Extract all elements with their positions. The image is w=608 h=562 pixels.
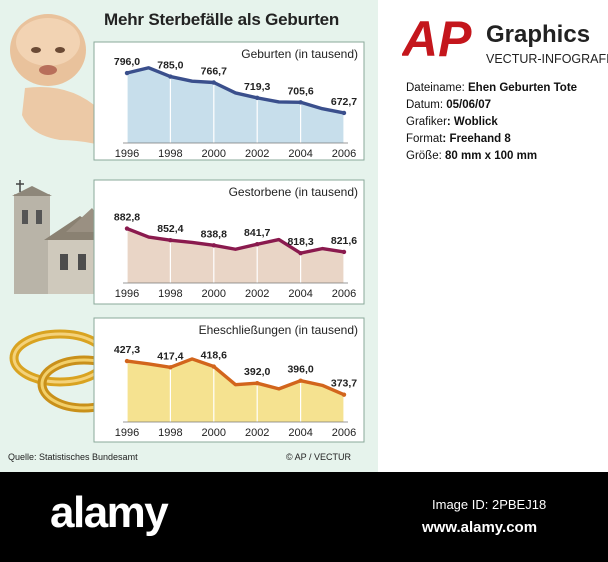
data-label: 852,4 bbox=[157, 223, 183, 235]
ap-graphics-logo: AP Graphics VECTUR-INFOGRAFIK bbox=[402, 12, 608, 67]
meta-label: Datum: bbox=[406, 99, 447, 111]
data-label: 766,7 bbox=[201, 66, 227, 78]
x-tick-label: 2006 bbox=[332, 288, 356, 300]
series-area bbox=[127, 358, 344, 422]
series-line bbox=[125, 66, 346, 115]
vectur-subtitle: VECTUR-INFOGRAFIK bbox=[486, 52, 608, 66]
data-label: 427,3 bbox=[114, 344, 140, 356]
meta-label: Dateiname: bbox=[406, 82, 469, 94]
data-label: 882,8 bbox=[114, 212, 140, 224]
series-line bbox=[125, 357, 346, 397]
image-id-label: Image ID: 2PBEJ18 bbox=[432, 497, 547, 512]
panel-title: Eheschließungen (in tausend) bbox=[199, 323, 358, 337]
data-point bbox=[124, 358, 130, 364]
meta-value: Ehen Geburten Tote bbox=[468, 82, 578, 94]
chart-panel: 882,8 852,4 838,8 841,7 818,3 821,6 1996 1998 20… bbox=[93, 179, 365, 305]
source-note: Quelle: Statistisches Bundesamt bbox=[8, 452, 138, 462]
data-label: 796,0 bbox=[114, 56, 140, 68]
data-label: 705,6 bbox=[287, 85, 313, 97]
data-point bbox=[211, 80, 216, 85]
x-tick-label: 1996 bbox=[115, 288, 139, 300]
meta-label: Format bbox=[406, 133, 443, 145]
data-point bbox=[298, 100, 303, 105]
panel-title-name: Gestorbene bbox=[229, 185, 292, 199]
x-tick-label: 1996 bbox=[115, 427, 139, 439]
data-point bbox=[255, 380, 260, 386]
data-point bbox=[255, 242, 260, 247]
panel-title-name: Eheschließungen bbox=[199, 323, 292, 337]
meta-row-designer: Grafiker: Woblick bbox=[406, 114, 577, 131]
data-label: 785,0 bbox=[157, 60, 183, 72]
data-point bbox=[298, 250, 303, 256]
data-label: 373,7 bbox=[331, 378, 357, 390]
meta-value: : Woblick bbox=[446, 116, 498, 128]
x-tick-label: 1998 bbox=[158, 427, 182, 439]
data-point bbox=[168, 74, 173, 79]
panel-title-unit: (in tausend) bbox=[291, 47, 358, 61]
panel-title: Geburten (in tausend) bbox=[241, 47, 358, 61]
data-point bbox=[341, 392, 347, 397]
x-tick-label: 2006 bbox=[332, 427, 356, 439]
data-point bbox=[168, 365, 173, 370]
data-label: 838,8 bbox=[201, 228, 227, 240]
x-tick-label: 2006 bbox=[332, 148, 356, 160]
alamy-logo: alamy bbox=[50, 488, 169, 537]
file-metadata: Dateiname: Ehen Geburten Tote Datum: 05/… bbox=[406, 80, 577, 165]
data-point bbox=[124, 226, 130, 231]
data-point bbox=[211, 364, 216, 369]
meta-row-format: Format: Freehand 8 bbox=[406, 131, 577, 148]
meta-value: : Freehand 8 bbox=[442, 133, 511, 145]
data-label: 821,6 bbox=[331, 235, 357, 247]
panel-title-unit: (in tausend) bbox=[291, 185, 358, 199]
chart-title: Mehr Sterbefälle als Geburten bbox=[104, 10, 340, 29]
watermark-footer bbox=[0, 472, 608, 562]
data-label: 818,3 bbox=[287, 236, 313, 248]
meta-row-date: Datum: 05/06/07 bbox=[406, 97, 577, 114]
x-tick-label: 1998 bbox=[158, 288, 182, 300]
series-area bbox=[127, 67, 344, 143]
meta-value: 05/06/07 bbox=[446, 99, 492, 111]
data-point bbox=[124, 70, 130, 76]
x-tick-label: 1996 bbox=[115, 148, 139, 160]
chart-panel: 796,0 785,0 766,7 719,3 705,6 672,7 1996 1998 20… bbox=[93, 41, 365, 161]
data-label: 392,0 bbox=[244, 366, 270, 378]
data-label: 396,0 bbox=[287, 364, 313, 376]
data-label: 418,6 bbox=[201, 350, 227, 362]
data-point bbox=[168, 237, 173, 243]
x-tick-label: 2004 bbox=[288, 148, 312, 160]
x-tick-label: 2002 bbox=[245, 148, 269, 160]
data-point bbox=[298, 378, 303, 383]
data-label: 672,7 bbox=[331, 96, 357, 108]
data-point bbox=[341, 249, 347, 255]
graphics-wordmark: Graphics bbox=[486, 21, 590, 48]
panel-title-name: Geburten bbox=[241, 47, 291, 61]
meta-row-size: Größe: 80 mm x 100 mm bbox=[406, 148, 577, 165]
x-tick-label: 2000 bbox=[202, 427, 226, 439]
data-label: 417,4 bbox=[157, 350, 183, 362]
data-point bbox=[255, 95, 260, 101]
panel-title: Gestorbene (in tausend) bbox=[229, 185, 358, 199]
series-line bbox=[125, 226, 346, 255]
ap-logo-letters: AP bbox=[402, 12, 472, 67]
x-tick-label: 2002 bbox=[245, 427, 269, 439]
chart-panel: 427,3 417,4 418,6 392,0 396,0 373,7 1996 1998 20… bbox=[93, 317, 365, 443]
site-url-link[interactable]: www.alamy.com bbox=[422, 519, 538, 536]
x-tick-label: 2000 bbox=[202, 148, 226, 160]
x-tick-label: 2000 bbox=[202, 288, 226, 300]
meta-label: Größe: bbox=[406, 150, 445, 162]
meta-row-filename: Dateiname: Ehen Geburten Tote bbox=[406, 80, 577, 97]
data-label: 841,7 bbox=[244, 227, 270, 239]
data-point bbox=[341, 110, 347, 116]
x-tick-label: 2004 bbox=[288, 288, 312, 300]
data-point bbox=[211, 243, 216, 248]
x-tick-label: 1998 bbox=[158, 148, 182, 160]
meta-value: 80 mm x 100 mm bbox=[444, 150, 538, 162]
x-tick-label: 2004 bbox=[288, 427, 312, 439]
copyright-note: © AP / VECTUR bbox=[286, 452, 351, 462]
data-label: 719,3 bbox=[244, 81, 270, 93]
panel-title-unit: (in tausend) bbox=[291, 323, 358, 337]
meta-label: Grafiker bbox=[406, 116, 447, 128]
x-tick-label: 2002 bbox=[245, 288, 269, 300]
infographic-canvas: 796,0 785,0 766,7 719,3 705,6 672,7 1996 1998 20… bbox=[9, 14, 365, 443]
